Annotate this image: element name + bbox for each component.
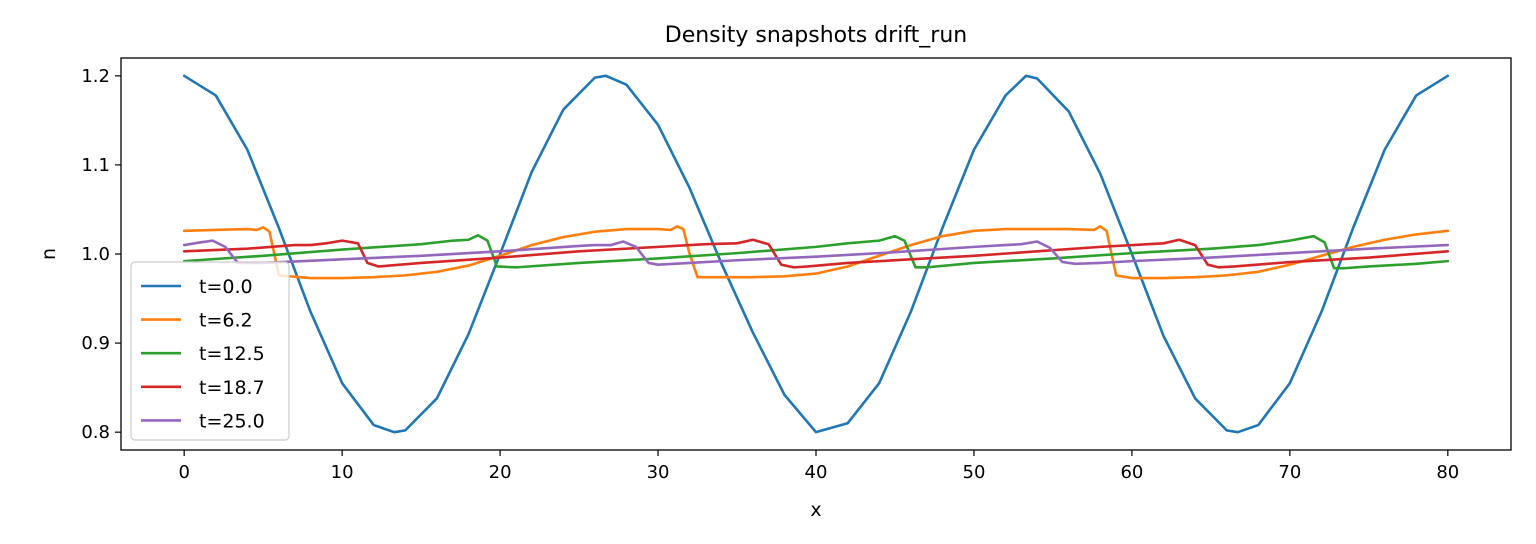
series-line-t=6.2 — [182, 225, 1450, 280]
x-tick-label: 60 — [1120, 462, 1143, 483]
x-tick-label: 80 — [1436, 462, 1459, 483]
y-tick-label: 0.8 — [81, 422, 110, 443]
x-tick-label: 50 — [963, 462, 986, 483]
x-tick-label: 10 — [331, 462, 354, 483]
x-tick-label: 20 — [489, 462, 512, 483]
x-axis-label: x — [810, 499, 821, 521]
legend-label: t=12.5 — [199, 343, 265, 365]
series-line-t=0.0 — [182, 74, 1450, 434]
legend-label: t=6.2 — [199, 310, 253, 332]
y-tick-label: 1.1 — [81, 155, 110, 176]
legend-label: t=18.7 — [199, 377, 265, 399]
x-tick-label: 30 — [647, 462, 670, 483]
x-tick-label: 0 — [178, 462, 189, 483]
series-line-t=12.5 — [182, 233, 1450, 270]
legend-label: t=25.0 — [199, 410, 265, 432]
legend-box — [130, 261, 290, 441]
y-tick-label: 1.2 — [81, 66, 110, 87]
series-line-t=18.7 — [182, 238, 1450, 269]
y-tick-label: 0.9 — [81, 333, 110, 354]
plot-area — [121, 58, 1511, 450]
legend-label: t=0.0 — [199, 276, 253, 298]
chart-title: Density snapshots drift_run — [665, 23, 967, 48]
y-axis-label: n — [38, 248, 60, 260]
x-tick-label: 40 — [805, 462, 828, 483]
y-tick-label: 1.0 — [81, 244, 110, 265]
x-tick-label: 70 — [1278, 462, 1301, 483]
series-line-t=25.0 — [182, 239, 1450, 266]
